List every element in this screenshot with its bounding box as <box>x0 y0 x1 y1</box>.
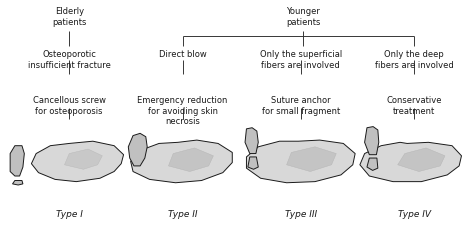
Text: Elderly
patients: Elderly patients <box>52 7 86 27</box>
Text: Type II: Type II <box>168 209 197 218</box>
Text: Younger
patients: Younger patients <box>286 7 320 27</box>
Text: Osteoporotic
insufficient fracture: Osteoporotic insufficient fracture <box>28 50 110 69</box>
Text: Only the superficial
fibers are involved: Only the superficial fibers are involved <box>260 50 342 69</box>
Text: Emergency reduction
for avoiding skin
necrosis: Emergency reduction for avoiding skin ne… <box>137 96 228 125</box>
Text: Conservative
treatment: Conservative treatment <box>386 96 442 115</box>
Polygon shape <box>131 140 232 183</box>
Text: Type III: Type III <box>285 209 317 218</box>
Polygon shape <box>128 134 147 166</box>
Polygon shape <box>31 142 124 182</box>
Text: Type IV: Type IV <box>398 209 431 218</box>
Text: Direct blow: Direct blow <box>159 50 207 59</box>
Polygon shape <box>64 149 102 169</box>
Polygon shape <box>248 157 258 169</box>
Polygon shape <box>365 127 379 155</box>
Polygon shape <box>398 148 445 172</box>
Polygon shape <box>367 158 378 171</box>
Polygon shape <box>10 146 24 176</box>
Polygon shape <box>246 140 355 183</box>
Text: Type I: Type I <box>56 209 82 218</box>
Polygon shape <box>12 181 23 185</box>
Text: Suture anchor
for small fragment: Suture anchor for small fragment <box>262 96 340 115</box>
Text: Cancellous screw
for osteoporosis: Cancellous screw for osteoporosis <box>33 96 106 115</box>
Polygon shape <box>168 148 213 172</box>
Polygon shape <box>287 147 336 172</box>
Polygon shape <box>245 128 258 154</box>
Text: Only the deep
fibers are involved: Only the deep fibers are involved <box>375 50 454 69</box>
Polygon shape <box>360 143 462 182</box>
